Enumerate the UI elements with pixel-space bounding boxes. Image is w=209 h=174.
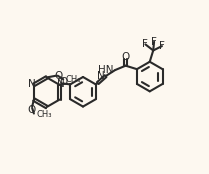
Text: HN: HN: [98, 65, 114, 75]
Text: N: N: [97, 71, 105, 81]
Text: O: O: [59, 77, 67, 87]
Text: F: F: [159, 41, 165, 51]
Text: N: N: [57, 79, 65, 89]
Text: CH₃: CH₃: [65, 75, 81, 84]
Text: CH₃: CH₃: [36, 110, 52, 119]
Text: O: O: [121, 52, 130, 62]
Text: O: O: [55, 71, 63, 81]
Text: O: O: [27, 105, 35, 115]
Text: F: F: [151, 37, 157, 47]
Text: F: F: [143, 39, 148, 49]
Text: N: N: [28, 79, 36, 89]
